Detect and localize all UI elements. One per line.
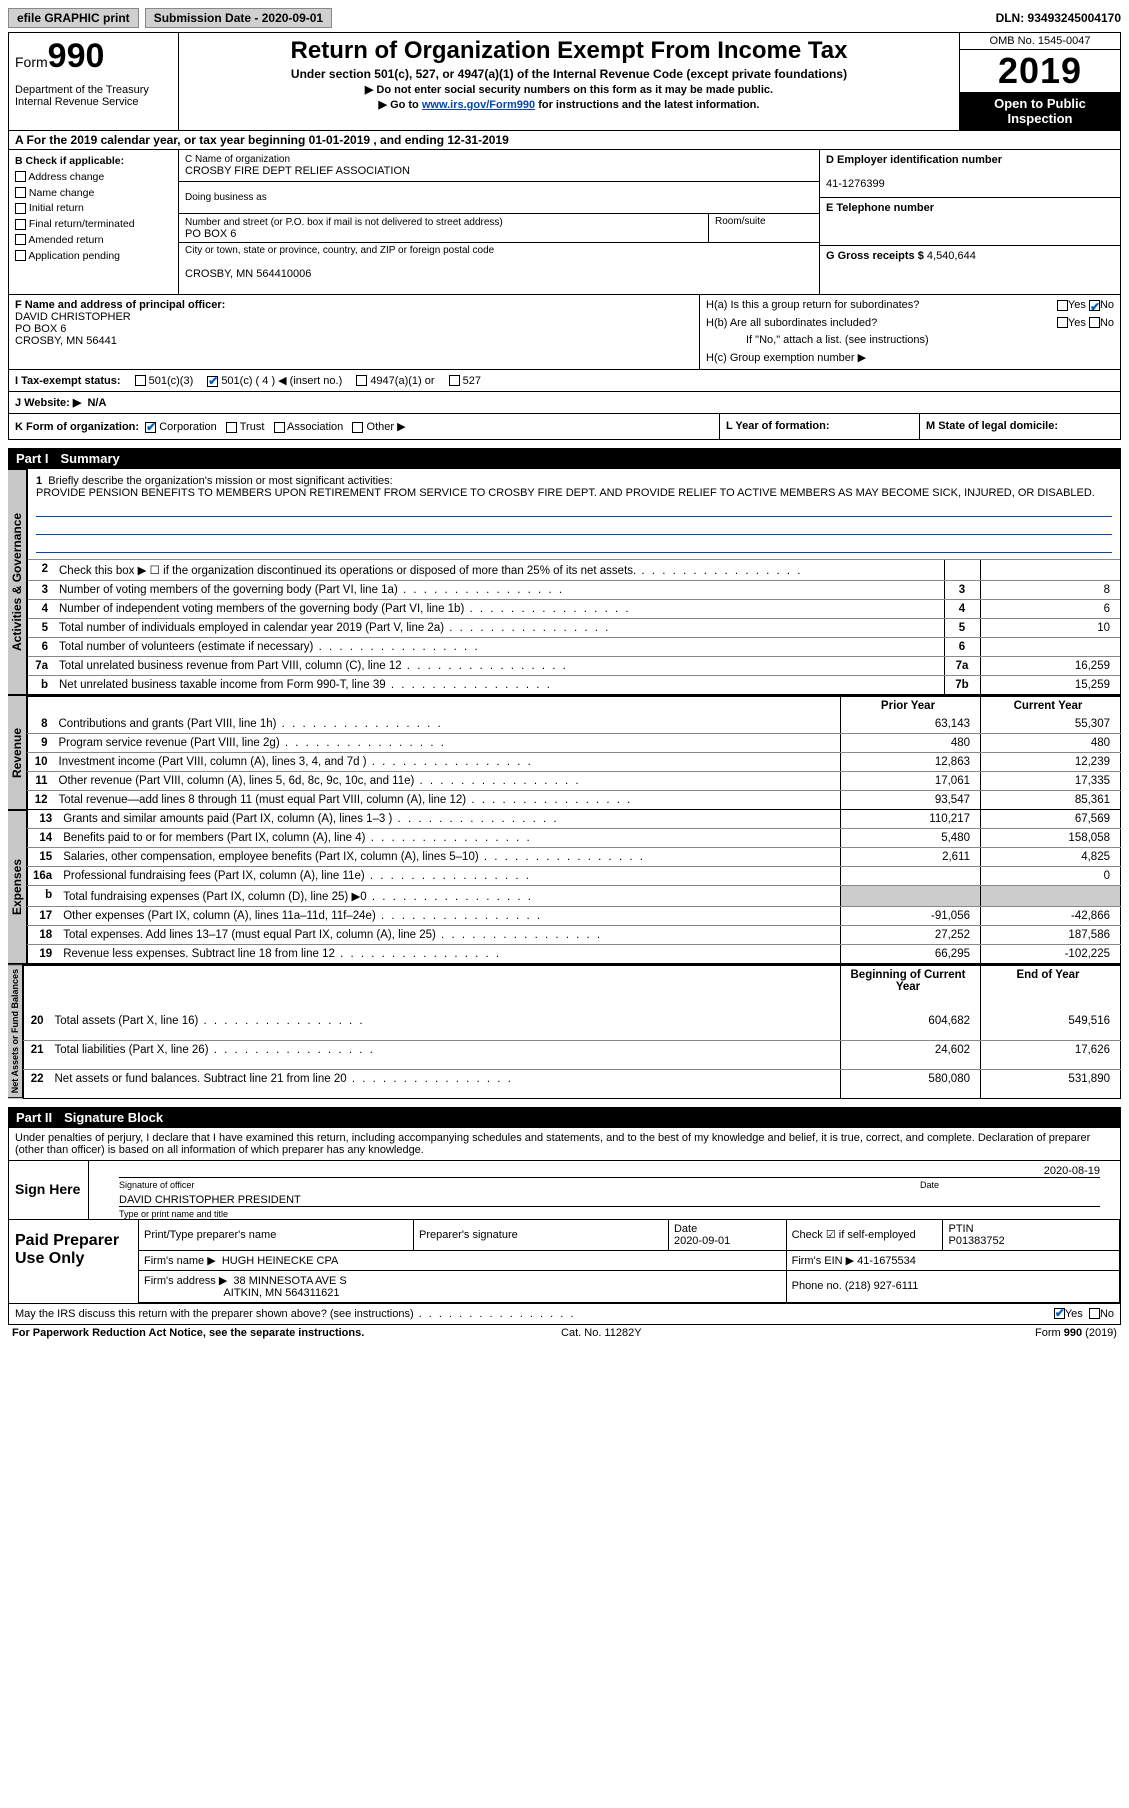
- expenses-table: 13Grants and similar amounts paid (Part …: [27, 810, 1121, 964]
- instr-1: ▶ Do not enter social security numbers o…: [189, 83, 949, 96]
- phone-cell: E Telephone number: [820, 198, 1120, 246]
- footer: For Paperwork Reduction Act Notice, see …: [8, 1325, 1121, 1341]
- table-row: 14Benefits paid to or for members (Part …: [28, 829, 1121, 848]
- table-row: 20Total assets (Part X, line 16)604,6825…: [24, 1012, 1121, 1040]
- table-row: 4Number of independent voting members of…: [28, 600, 1120, 619]
- form-subtitle: Under section 501(c), 527, or 4947(a)(1)…: [189, 67, 949, 81]
- table-row: 9Program service revenue (Part VIII, lin…: [28, 734, 1121, 753]
- form-header: Form990 Department of the TreasuryIntern…: [8, 32, 1121, 131]
- tax-year: 2019: [960, 50, 1120, 92]
- dln: DLN: 93493245004170: [996, 11, 1121, 25]
- side-governance: Activities & Governance: [8, 469, 27, 695]
- b-header: B Check if applicable:: [15, 155, 124, 167]
- side-revenue: Revenue: [8, 695, 27, 810]
- part1-header: Part ISummary: [8, 448, 1121, 469]
- side-expenses: Expenses: [8, 810, 27, 964]
- tax-exempt-row: I Tax-exempt status: 501(c)(3) 501(c) ( …: [8, 370, 1121, 392]
- dba-cell: Doing business as: [179, 182, 819, 214]
- section-M: M State of legal domicile:: [920, 414, 1120, 439]
- efile-btn[interactable]: efile GRAPHIC print: [8, 8, 139, 28]
- topbar: efile GRAPHIC print Submission Date - 20…: [8, 8, 1121, 28]
- table-row: 10Investment income (Part VIII, column (…: [28, 753, 1121, 772]
- form-title: Return of Organization Exempt From Incom…: [189, 37, 949, 65]
- table-row: 15Salaries, other compensation, employee…: [28, 848, 1121, 867]
- netassets-table: Beginning of Current YearEnd of Year 20T…: [23, 964, 1121, 1098]
- section-K: K Form of organization: Corporation Trus…: [9, 414, 720, 439]
- table-row: 16aProfessional fundraising fees (Part I…: [28, 867, 1121, 886]
- omb-number: OMB No. 1545-0047: [960, 33, 1120, 50]
- ein-cell: D Employer identification number41-12763…: [820, 150, 1120, 198]
- form-number: Form990: [15, 37, 172, 76]
- brief-desc: 1 Briefly describe the organization's mi…: [28, 469, 1120, 560]
- penalty-text: Under penalties of perjury, I declare th…: [8, 1128, 1121, 1161]
- section-L: L Year of formation:: [720, 414, 920, 439]
- table-row: 12Total revenue—add lines 8 through 11 (…: [28, 791, 1121, 810]
- room-cell: Room/suite: [709, 214, 819, 242]
- table-row: 2Check this box ▶ ☐ if the organization …: [28, 560, 1120, 581]
- chk-501c3[interactable]: 501(c)(3): [135, 375, 194, 387]
- table-row: 3Number of voting members of the governi…: [28, 581, 1120, 600]
- chk-initial-return[interactable]: Initial return: [15, 201, 172, 217]
- table-row: 17Other expenses (Part IX, column (A), l…: [28, 907, 1121, 926]
- chk-address-change[interactable]: Address change: [15, 170, 172, 186]
- discuss-row: May the IRS discuss this return with the…: [8, 1304, 1121, 1325]
- chk-501c[interactable]: 501(c) ( 4 ) ◀ (insert no.): [207, 374, 342, 387]
- table-row: 7aTotal unrelated business revenue from …: [28, 657, 1120, 676]
- side-netassets: Net Assets or Fund Balances: [8, 964, 23, 1098]
- revenue-table: Prior YearCurrent Year 8Contributions an…: [27, 695, 1121, 810]
- table-row: 21Total liabilities (Part X, line 26)24,…: [24, 1040, 1121, 1069]
- table-row: bNet unrelated business taxable income f…: [28, 676, 1120, 695]
- chk-app-pending[interactable]: Application pending: [15, 249, 172, 265]
- table-row: 11Other revenue (Part VIII, column (A), …: [28, 772, 1121, 791]
- instr-2: ▶ Go to www.irs.gov/Form990 for instruct…: [189, 98, 949, 111]
- section-F: F Name and address of principal officer:…: [9, 295, 700, 369]
- section-H: H(a) Is this a group return for subordin…: [700, 295, 1120, 369]
- gross-receipts-cell: G Gross receipts $ 4,540,644: [820, 246, 1120, 294]
- sign-section: Sign Here 2020-08-19 Signature of office…: [8, 1161, 1121, 1220]
- table-row: 8Contributions and grants (Part VIII, li…: [28, 715, 1121, 734]
- chk-527[interactable]: 527: [449, 375, 481, 387]
- part2-header: Part IISignature Block: [8, 1107, 1121, 1128]
- table-row: 18Total expenses. Add lines 13–17 (must …: [28, 926, 1121, 945]
- city-cell: City or town, state or province, country…: [179, 243, 819, 282]
- table-row: 13Grants and similar amounts paid (Part …: [28, 810, 1121, 829]
- org-name-cell: C Name of organization CROSBY FIRE DEPT …: [179, 150, 819, 182]
- table-row: 19Revenue less expenses. Subtract line 1…: [28, 945, 1121, 964]
- preparer-section: Paid Preparer Use Only Print/Type prepar…: [8, 1220, 1121, 1304]
- chk-final-return[interactable]: Final return/terminated: [15, 217, 172, 233]
- chk-amended[interactable]: Amended return: [15, 233, 172, 249]
- submission-btn[interactable]: Submission Date - 2020-09-01: [145, 8, 332, 28]
- table-row: bTotal fundraising expenses (Part IX, co…: [28, 886, 1121, 907]
- table-row: 5Total number of individuals employed in…: [28, 619, 1120, 638]
- street-cell: Number and street (or P.O. box if mail i…: [179, 214, 709, 242]
- section-B: B Check if applicable: Address change Na…: [9, 150, 179, 294]
- governance-table: 2Check this box ▶ ☐ if the organization …: [28, 560, 1120, 694]
- website-row: J Website: ▶ N/A: [8, 392, 1121, 414]
- chk-name-change[interactable]: Name change: [15, 186, 172, 202]
- table-row: 22Net assets or fund balances. Subtract …: [24, 1069, 1121, 1098]
- table-row: 6Total number of volunteers (estimate if…: [28, 638, 1120, 657]
- chk-4947[interactable]: 4947(a)(1) or: [356, 375, 434, 387]
- irs-link[interactable]: www.irs.gov/Form990: [422, 99, 535, 111]
- dept-treasury: Department of the TreasuryInternal Reven…: [15, 84, 172, 108]
- calendar-year-line: A For the 2019 calendar year, or tax yea…: [8, 131, 1121, 150]
- open-inspection: Open to Public Inspection: [960, 92, 1120, 130]
